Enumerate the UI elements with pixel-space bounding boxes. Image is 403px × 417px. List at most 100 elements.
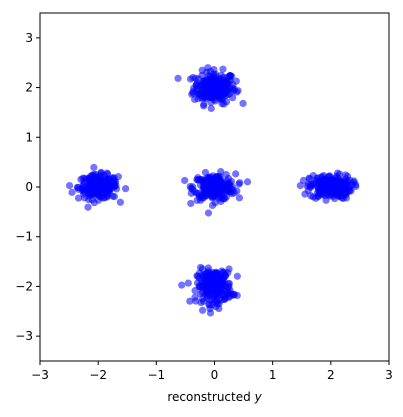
data-point	[88, 176, 96, 184]
data-point	[197, 191, 206, 200]
data-point	[235, 194, 244, 202]
data-point	[195, 90, 203, 98]
data-points	[65, 64, 360, 317]
data-point	[181, 176, 189, 185]
data-point	[90, 163, 98, 172]
data-point	[192, 297, 200, 305]
data-point	[222, 78, 230, 86]
y-tick-label: −1	[15, 230, 33, 244]
y-tick-label: −2	[15, 279, 33, 293]
data-point	[220, 295, 228, 303]
data-point	[205, 188, 213, 196]
data-point	[217, 275, 225, 283]
data-point	[81, 174, 89, 182]
data-point	[87, 189, 95, 197]
data-point	[208, 301, 217, 309]
data-point	[200, 102, 208, 110]
x-tick-label: 0	[211, 368, 219, 382]
x-tick-label: 1	[269, 368, 277, 382]
data-point	[201, 177, 209, 185]
data-point	[210, 65, 218, 74]
data-point	[196, 283, 204, 291]
data-point	[320, 172, 328, 180]
data-point	[219, 90, 227, 98]
y-tick-label: 3	[25, 31, 33, 45]
data-point	[189, 89, 197, 97]
data-point	[203, 288, 211, 297]
data-point	[336, 170, 344, 178]
data-point	[122, 185, 130, 193]
data-point	[331, 182, 340, 190]
x-axis-label: reconstructed y	[167, 390, 262, 404]
data-point	[329, 192, 337, 200]
x-axis-ticks: −3 −2 −1 0 1 2 3	[31, 361, 393, 382]
data-point	[233, 291, 241, 300]
data-point	[218, 195, 226, 203]
y-tick-label: −3	[15, 329, 33, 343]
data-point	[105, 185, 114, 193]
data-point	[303, 182, 311, 190]
data-point	[199, 297, 208, 305]
data-point	[207, 104, 215, 113]
x-tick-label: −2	[89, 368, 107, 382]
data-point	[325, 176, 333, 185]
data-point	[339, 180, 347, 188]
data-point	[211, 280, 220, 289]
x-tick-label: −3	[31, 368, 49, 382]
y-tick-label: 2	[25, 81, 33, 95]
data-point	[214, 178, 222, 186]
data-point	[321, 191, 329, 200]
data-point	[201, 82, 209, 90]
data-point	[235, 180, 243, 188]
data-point	[84, 203, 92, 211]
data-point	[207, 91, 215, 99]
data-point	[109, 174, 117, 183]
data-point	[227, 185, 235, 193]
data-point	[97, 168, 105, 176]
data-point	[229, 94, 237, 102]
data-point	[109, 192, 117, 200]
data-point	[65, 181, 74, 190]
data-point	[211, 274, 219, 282]
data-point	[102, 175, 110, 183]
data-point	[239, 99, 247, 108]
data-point	[333, 187, 341, 196]
data-point	[194, 176, 202, 184]
x-tick-label: 2	[327, 368, 335, 382]
data-point	[96, 193, 105, 201]
y-tick-label: 1	[25, 130, 33, 144]
data-point	[68, 188, 76, 196]
data-point	[323, 183, 332, 192]
data-point	[184, 279, 192, 287]
data-point	[218, 96, 226, 104]
data-point	[186, 297, 194, 305]
x-tick-label: 3	[385, 368, 393, 382]
x-tick-label: −1	[147, 368, 165, 382]
data-point	[350, 177, 358, 185]
data-point	[191, 287, 199, 295]
data-point	[174, 74, 182, 82]
data-point	[187, 199, 195, 208]
data-point	[201, 279, 209, 287]
data-point	[90, 199, 98, 207]
data-point	[209, 77, 218, 85]
y-tick-label: 0	[25, 180, 33, 194]
data-point	[79, 181, 87, 189]
data-point	[204, 209, 213, 217]
data-point	[198, 66, 206, 74]
data-point	[198, 265, 207, 273]
data-point	[243, 178, 252, 186]
data-point	[208, 201, 217, 210]
data-point	[341, 171, 350, 179]
data-point	[232, 77, 240, 85]
data-point	[305, 174, 313, 182]
data-point	[345, 183, 353, 191]
data-point	[233, 187, 241, 195]
data-point	[222, 177, 231, 185]
data-point	[116, 198, 124, 206]
data-point	[192, 74, 200, 82]
data-point	[229, 87, 237, 95]
data-point	[221, 286, 229, 295]
data-point	[219, 65, 227, 73]
